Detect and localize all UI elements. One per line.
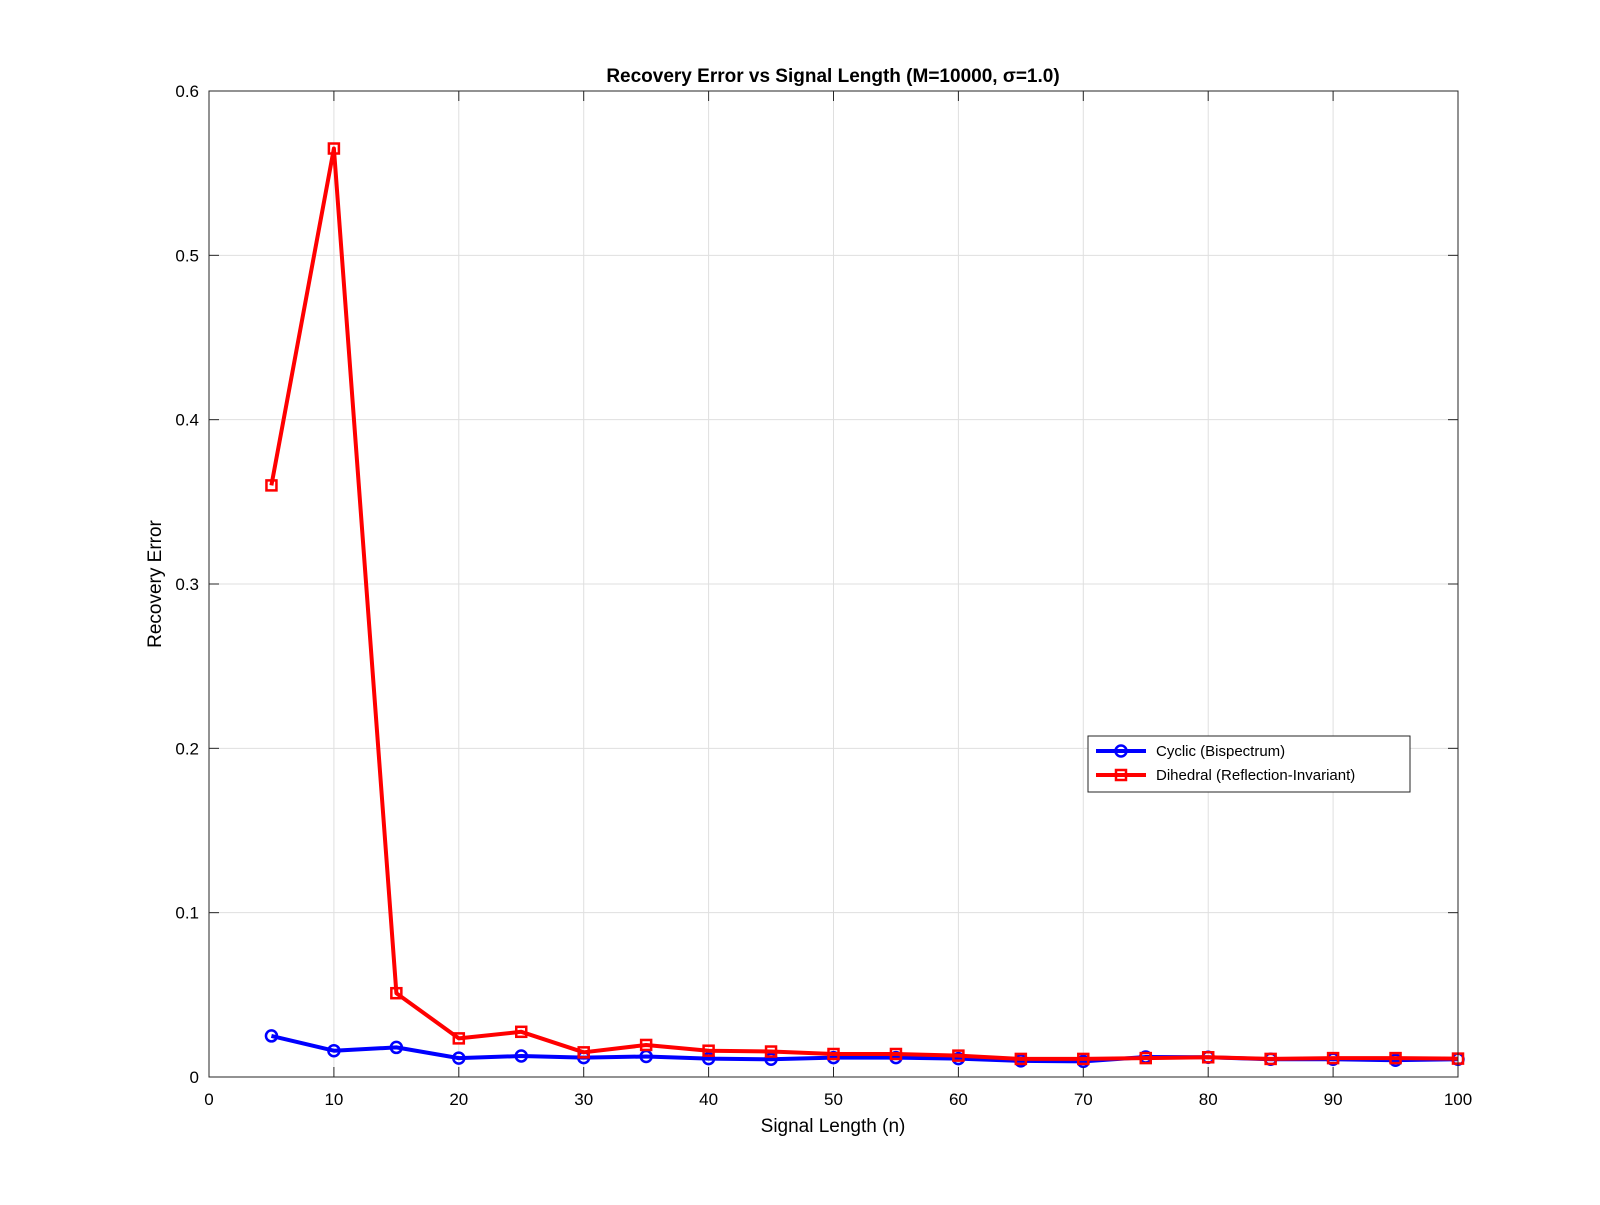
data-point bbox=[701, 1051, 716, 1066]
series-1 bbox=[265, 142, 1465, 1066]
data-point bbox=[452, 1032, 466, 1045]
data-point bbox=[452, 1051, 466, 1065]
x-tick-label: 80 bbox=[1199, 1090, 1218, 1109]
x-tick-label: 0 bbox=[204, 1090, 213, 1109]
data-point bbox=[515, 1025, 528, 1039]
data-point bbox=[952, 1049, 965, 1062]
legend: Cyclic (Bispectrum) Dihedral (Reflection-… bbox=[1087, 735, 1411, 793]
data-point bbox=[1139, 1051, 1152, 1065]
data-point bbox=[702, 1044, 715, 1057]
legend-marker bbox=[1114, 768, 1128, 782]
y-tick-label: 0.2 bbox=[175, 739, 199, 758]
data-point bbox=[764, 1052, 778, 1067]
y-tick-label: 0.4 bbox=[175, 411, 199, 430]
legend-label: Dihedral (Reflection-Invariant) bbox=[1156, 767, 1355, 784]
data-point bbox=[389, 1040, 404, 1055]
data-point bbox=[327, 1043, 341, 1058]
y-tick-label: 0.3 bbox=[175, 575, 199, 594]
data-point bbox=[889, 1047, 903, 1061]
x-tick-label: 30 bbox=[574, 1090, 593, 1109]
data-point bbox=[1201, 1051, 1215, 1064]
data-point bbox=[1326, 1051, 1340, 1065]
data-point bbox=[265, 479, 278, 492]
y-tick-label: 0.6 bbox=[175, 82, 199, 101]
x-axis-label: Signal Length (n) bbox=[761, 1116, 906, 1137]
data-point bbox=[827, 1047, 840, 1061]
data-point bbox=[514, 1049, 528, 1063]
x-tick-label: 70 bbox=[1074, 1090, 1093, 1109]
x-tick-label: 40 bbox=[699, 1090, 718, 1109]
data-point bbox=[1264, 1052, 1277, 1066]
x-tick-label: 60 bbox=[949, 1090, 968, 1109]
x-tick-label: 50 bbox=[824, 1090, 843, 1109]
legend-label: Cyclic (Bispectrum) bbox=[1156, 743, 1285, 760]
legend-item: Dihedral (Reflection-Invariant) bbox=[1096, 767, 1355, 784]
data-point bbox=[1014, 1052, 1028, 1066]
legend-box bbox=[1087, 735, 1411, 793]
x-tick-label: 90 bbox=[1324, 1090, 1343, 1109]
data-point bbox=[327, 142, 341, 155]
x-tick-label: 100 bbox=[1444, 1090, 1472, 1109]
legend-marker bbox=[1114, 744, 1128, 758]
chart-title: Recovery Error vs Signal Length (M=10000… bbox=[606, 66, 1059, 87]
data-point bbox=[390, 986, 403, 1000]
x-tick-label: 10 bbox=[324, 1090, 343, 1109]
y-tick-label: 0 bbox=[190, 1068, 199, 1087]
data-point bbox=[264, 1029, 279, 1043]
data-point bbox=[1389, 1051, 1402, 1065]
y-axis-label: Recovery Error bbox=[145, 519, 166, 647]
y-tick-label: 0.1 bbox=[175, 904, 199, 923]
series-layer bbox=[264, 142, 1465, 1069]
data-point bbox=[764, 1045, 778, 1058]
data-point bbox=[577, 1046, 590, 1059]
y-tick-label: 0.5 bbox=[175, 246, 199, 265]
legend-item: Cyclic (Bispectrum) bbox=[1096, 743, 1285, 760]
x-tick-label: 20 bbox=[449, 1090, 468, 1109]
ticks: 0 10 20 30 40 50 60 70 80 90 100 0 0.1 0.2 0.3 0.4 0.5 0.… bbox=[175, 82, 1472, 1109]
series-line bbox=[269, 146, 1459, 1061]
data-point bbox=[1077, 1052, 1090, 1066]
data-point bbox=[639, 1038, 653, 1052]
